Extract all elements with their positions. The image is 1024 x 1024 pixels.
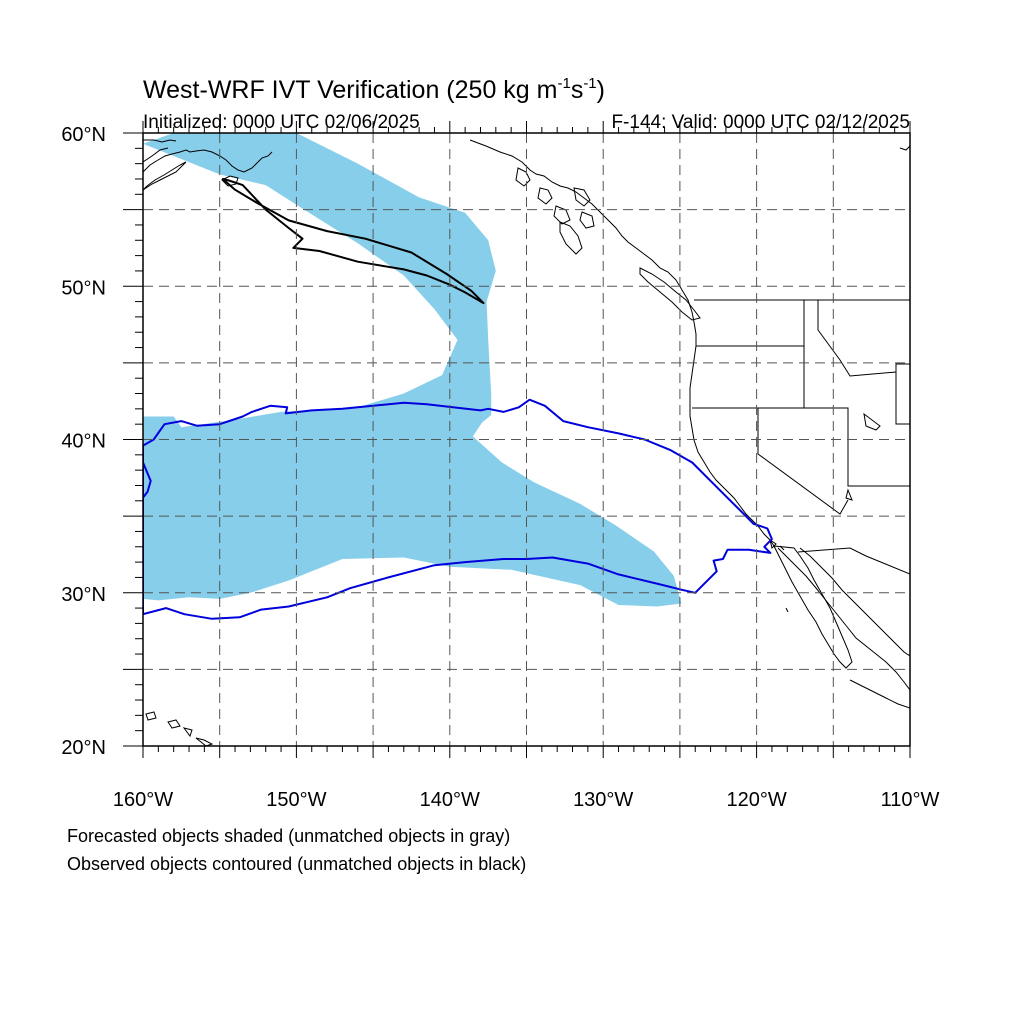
forecast-object-matched (143, 133, 682, 607)
mainland-mexico-coast (849, 679, 910, 709)
lon-tick-label: 160°W (113, 789, 173, 811)
initialized-time-label: Initialized: 0000 UTC 02/06/2025 (143, 112, 420, 133)
state-borders (692, 300, 910, 575)
lat-tick-label: 30°N (61, 584, 106, 606)
geography-layer (143, 139, 910, 746)
west-coast-coastline (689, 321, 910, 691)
observed-object-matched-1 (143, 462, 152, 499)
caption-observed-note: Observed objects contoured (unmatched ob… (67, 854, 526, 874)
vancouver-island (639, 267, 701, 321)
caption-forecast-note: Forecasted objects shaded (unmatched obj… (67, 826, 510, 846)
alaska-panhandle-islands (515, 167, 595, 255)
lat-tick-label: 50°N (61, 277, 106, 299)
alaska-panhandle-coastline (469, 139, 695, 323)
longitude-tick-labels: 160°W 150°W 140°W 130°W 120°W 110°W (113, 789, 940, 811)
lat-lon-gridlines (143, 133, 910, 746)
title-close: ) (597, 76, 605, 104)
lon-tick-label: 110°W (881, 789, 940, 811)
lat-tick-label: 40°N (61, 431, 106, 453)
observed-objects-layer (143, 178, 773, 620)
title-exponent-1: -1 (557, 75, 570, 92)
alaska-coastline (143, 139, 273, 191)
lat-tick-label: 20°N (61, 737, 106, 759)
title-main: West-WRF IVT Verification (250 kg m (143, 76, 557, 104)
lon-tick-label: 130°W (573, 789, 633, 811)
observed-object-matched-0 (143, 398, 773, 620)
axis-ticks (123, 121, 911, 758)
lon-tick-label: 120°W (726, 789, 786, 811)
kodiak-island (221, 175, 239, 187)
map-area (143, 133, 910, 746)
hawaii-islands (145, 711, 214, 746)
map-title: West-WRF IVT Verification (250 kg m-1s-1… (143, 75, 605, 104)
lon-tick-label: 150°W (266, 789, 326, 811)
observed-object-unmatched-2 (221, 178, 485, 305)
channel-islands (769, 538, 789, 613)
title-exponent-2: -1 (583, 75, 596, 92)
lat-tick-label: 60°N (61, 124, 106, 146)
baja-peninsula (773, 545, 853, 669)
lon-tick-label: 140°W (420, 789, 480, 811)
inland-lakes (845, 145, 910, 501)
latitude-tick-labels: 60°N 50°N 40°N 30°N 20°N (61, 124, 106, 759)
gulf-of-california-coast (799, 547, 910, 657)
forecast-objects-layer (143, 133, 682, 607)
title-mid: s (571, 76, 584, 104)
valid-time-label: F-144: Valid: 0000 UTC 02/12/2025 (611, 112, 910, 133)
